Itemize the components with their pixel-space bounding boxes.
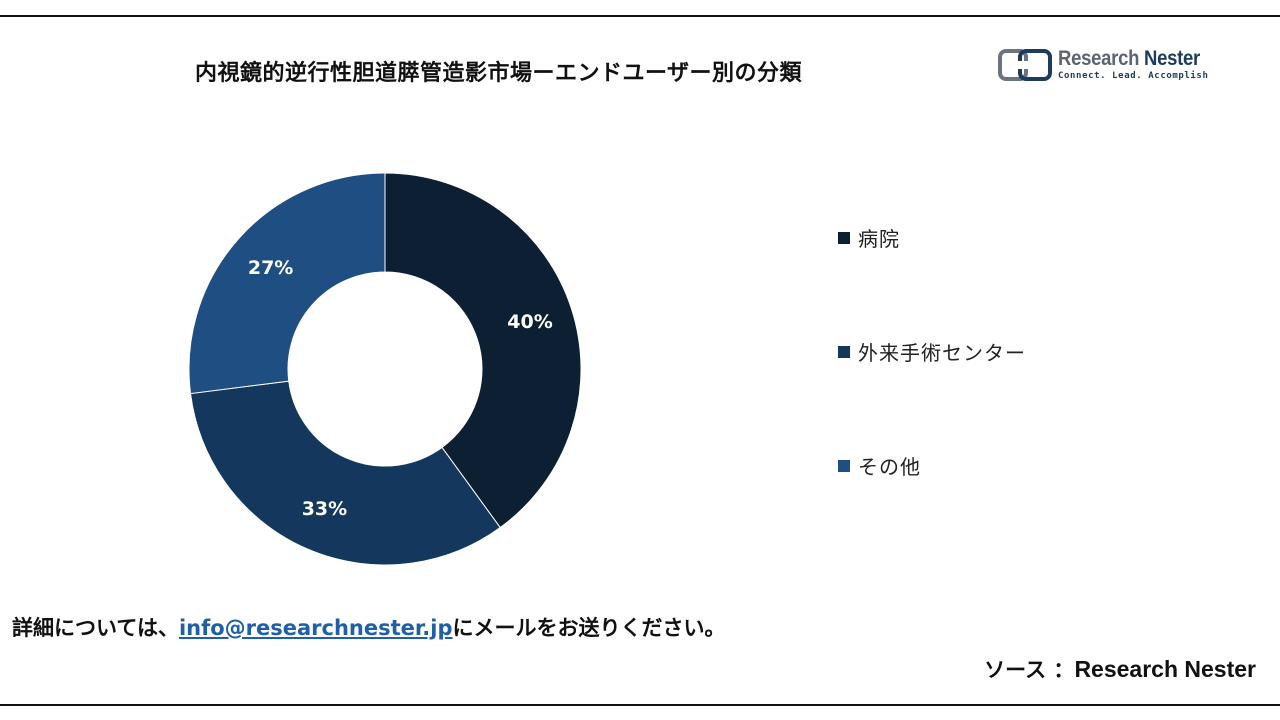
logo-name: Research Nester [1058, 47, 1200, 71]
legend-label-2: 外来手術センター [858, 341, 1026, 365]
donut-slice-2 [189, 380, 501, 566]
legend-item-1: 病院 [838, 223, 900, 252]
legend-swatch-3 [838, 459, 850, 472]
top-border [0, 15, 1280, 17]
legend-item-2: 外来手術センター [838, 337, 1026, 366]
logo-mark-icon [998, 49, 1052, 81]
research-nester-logo: Research Nester Connect. Lead. Accomplis… [998, 47, 1238, 87]
legend-swatch-2 [838, 345, 850, 358]
logo-name-part2: Nester [1143, 47, 1200, 70]
logo-tagline: Connect. Lead. Accomplish [1058, 71, 1209, 81]
donut-slice-3 [188, 172, 386, 395]
contact-prefix: 詳細については、 [12, 616, 179, 640]
legend-label-1: 病院 [858, 227, 900, 251]
source-label: ソース ： [984, 658, 1075, 682]
chart-title: 内視鏡的逆行性胆道膵管造影市場ーエンドユーザー別の分類 [195, 61, 803, 86]
legend-swatch-1 [838, 231, 850, 244]
source-note: ソース ：Research Nester [984, 654, 1256, 684]
contact-suffix: にメールをお送りください。 [452, 616, 726, 640]
bottom-border [0, 704, 1280, 706]
donut-slice-1 [384, 172, 582, 529]
contact-note: 詳細については、info@researchnester.jpにメールをお送りくだ… [12, 612, 725, 642]
source-name: Research Nester [1074, 656, 1256, 682]
legend-label-3: その他 [858, 455, 921, 479]
donut-chart: 40% 33% 27% [188, 172, 582, 566]
slice-label-3: 27% [248, 257, 293, 279]
slice-label-1: 40% [507, 311, 552, 333]
slice-label-2: 33% [302, 498, 347, 520]
email-link[interactable]: info@researchnester.jp [178, 616, 453, 640]
logo-name-part1: Research [1058, 47, 1140, 70]
legend-item-3: その他 [838, 451, 921, 480]
